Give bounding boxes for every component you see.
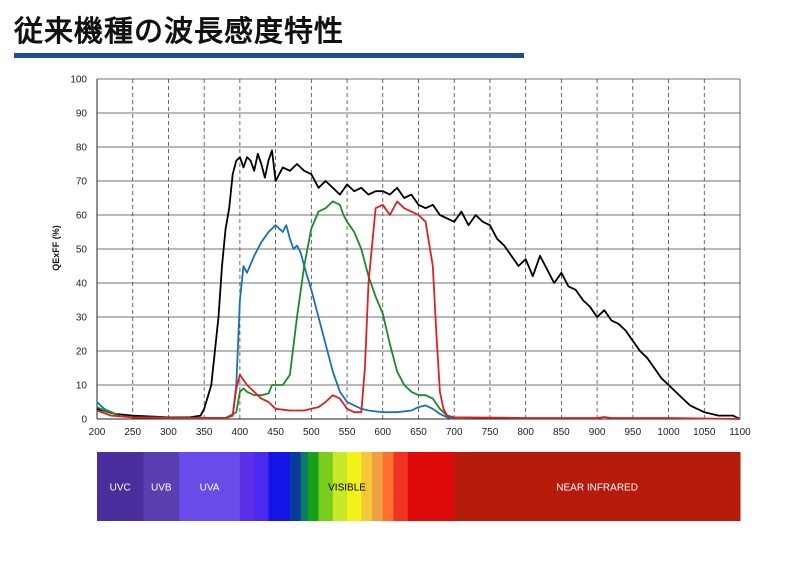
chart-tick-labels: 0 10 20 30 40 50 60 70 80 90 100 200 250 300 350 400 450… — [70, 75, 751, 439]
x-tick-label: 450 — [267, 427, 284, 438]
title-underline — [14, 53, 524, 58]
spectrum-band — [307, 452, 319, 521]
spectrum-band — [454, 452, 741, 521]
spectrum-band-label: NEAR INFRARED — [556, 483, 638, 494]
chart-axes — [96, 79, 741, 420]
chart-grid — [97, 78, 740, 420]
spectrum-band-label: UVA — [200, 483, 220, 494]
spectrum-band — [332, 452, 348, 521]
spectrum-band — [239, 452, 255, 521]
visible-band-label: VISIBLE — [328, 483, 366, 494]
y-tick-label: 0 — [81, 415, 87, 426]
x-tick-label: 300 — [160, 427, 177, 438]
spectrum-band — [393, 452, 409, 521]
spectrum-band — [143, 452, 180, 521]
series-line-red — [96, 200, 741, 420]
y-tick-label: 60 — [76, 211, 88, 222]
x-tick-label: 250 — [124, 427, 141, 438]
spectrum-band-label: UVC — [110, 483, 131, 494]
x-tick-label: 1050 — [693, 427, 716, 438]
x-tick-label: 1100 — [729, 427, 751, 438]
series-line-black — [96, 149, 741, 420]
y-tick-label: 50 — [76, 245, 88, 256]
spectrum-band — [254, 452, 269, 521]
spectrum-band — [97, 452, 144, 521]
x-tick-label: 950 — [624, 427, 641, 438]
spectrum-band — [179, 452, 241, 521]
y-tick-label: 100 — [70, 75, 87, 86]
series-line-green — [96, 200, 455, 419]
y-tick-label: 90 — [76, 109, 88, 120]
x-tick-label: 650 — [410, 427, 427, 438]
spectrum-band — [372, 452, 384, 521]
x-tick-label: 600 — [374, 427, 391, 438]
spectrum-band — [361, 452, 373, 521]
y-axis-label: QExFF (%) — [51, 225, 61, 271]
spectrum-band — [300, 452, 309, 521]
spectrum-band — [318, 452, 334, 521]
x-tick-label: 500 — [303, 427, 320, 438]
x-tick-label: 850 — [553, 427, 570, 438]
x-tick-label: 750 — [482, 427, 499, 438]
spectrum-bar: UVC UVB UVA NEAR INFRARED VISIBLE — [97, 452, 741, 521]
x-tick-label: 200 — [89, 427, 106, 438]
chart-series — [96, 149, 741, 420]
y-tick-label: 20 — [76, 347, 88, 358]
y-tick-label: 30 — [76, 313, 88, 324]
spectrum-band — [268, 452, 291, 521]
x-tick-label: 350 — [196, 427, 213, 438]
x-tick-label: 800 — [517, 427, 534, 438]
y-tick-label: 80 — [76, 143, 88, 154]
y-tick-label: 70 — [76, 177, 88, 188]
spectrum-band — [382, 452, 394, 521]
page-title: 従来機種の波長感度特性 — [14, 14, 345, 48]
spectrum-band — [407, 452, 455, 521]
x-tick-label: 400 — [232, 427, 249, 438]
y-tick-label: 40 — [76, 279, 88, 290]
spectrum-band-label: UVB — [151, 483, 172, 494]
spectrum-band — [347, 452, 362, 521]
x-tick-label: 550 — [339, 427, 356, 438]
x-tick-label: 700 — [446, 427, 463, 438]
x-tick-label: 1000 — [657, 427, 680, 438]
spectrum-band — [289, 452, 302, 521]
y-tick-label: 10 — [76, 381, 88, 392]
x-tick-label: 900 — [589, 427, 606, 438]
